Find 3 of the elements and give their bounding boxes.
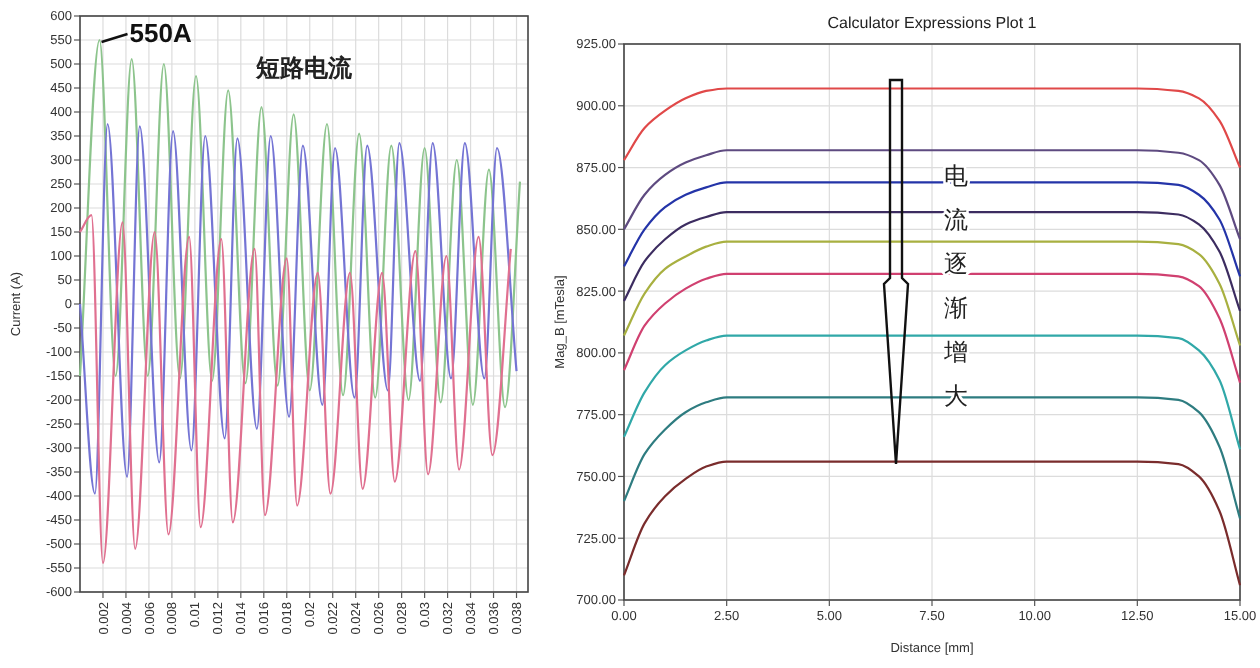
annotation: 短路电流 <box>254 54 354 82</box>
annotation: 550A <box>129 18 193 48</box>
chart-title: Calculator Expressions Plot 1 <box>827 14 1038 32</box>
